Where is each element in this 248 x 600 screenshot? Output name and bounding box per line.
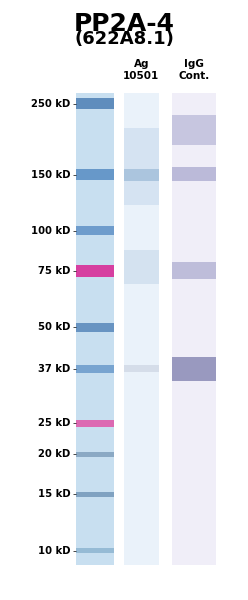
Bar [76, 452, 114, 457]
Bar [76, 492, 114, 497]
Text: 37 kD: 37 kD [38, 364, 71, 374]
Bar [124, 93, 159, 565]
Bar [172, 357, 216, 381]
Bar [124, 250, 159, 284]
Bar [76, 226, 114, 235]
Text: IgG: IgG [184, 59, 204, 69]
Bar [76, 93, 114, 565]
Text: 50 kD: 50 kD [38, 322, 71, 332]
Text: Ag: Ag [134, 59, 149, 69]
Text: 250 kD: 250 kD [31, 98, 71, 109]
Text: 25 kD: 25 kD [38, 418, 71, 428]
Text: (622A8.1): (622A8.1) [74, 30, 174, 48]
Text: 75 kD: 75 kD [38, 266, 71, 276]
Text: 10501: 10501 [123, 71, 159, 81]
Text: 100 kD: 100 kD [31, 226, 71, 236]
Text: PP2A-4: PP2A-4 [73, 12, 175, 36]
Bar [76, 169, 114, 179]
Bar [76, 323, 114, 332]
Bar [124, 169, 159, 181]
Text: 15 kD: 15 kD [38, 489, 71, 499]
Bar [124, 365, 159, 373]
Bar [124, 128, 159, 205]
Bar [172, 93, 216, 565]
Bar [76, 420, 114, 427]
Bar [172, 262, 216, 278]
Bar [76, 365, 114, 373]
Text: Cont.: Cont. [178, 71, 210, 81]
Text: 10 kD: 10 kD [38, 545, 71, 556]
Bar [76, 265, 114, 277]
Bar [76, 98, 114, 109]
Bar [76, 548, 114, 553]
Bar [172, 115, 216, 145]
Text: 150 kD: 150 kD [31, 170, 71, 179]
Bar [172, 167, 216, 181]
Text: 20 kD: 20 kD [38, 449, 71, 460]
